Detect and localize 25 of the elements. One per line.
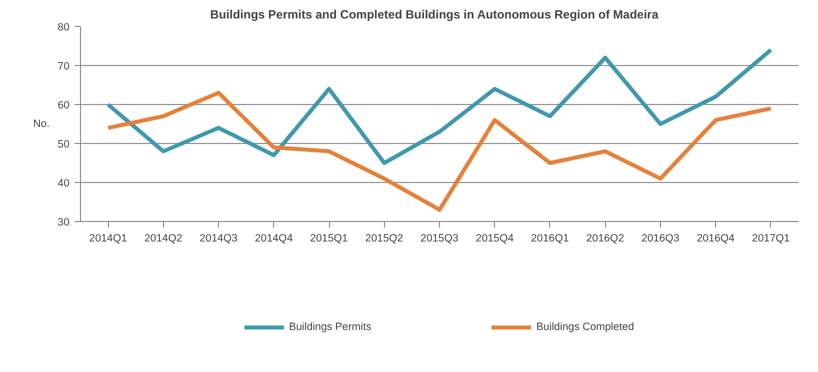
- y-tick-label: 40: [58, 178, 70, 190]
- x-tick-label: 2015Q4: [476, 232, 514, 244]
- x-tick-label: 2017Q1: [752, 232, 790, 244]
- line-series: [106, 48, 773, 165]
- y-tick-label: 60: [58, 100, 70, 112]
- y-axis-title: No.: [33, 118, 50, 130]
- x-tick-label: 2014Q1: [89, 232, 128, 244]
- x-tick-label: 2015Q1: [310, 232, 348, 244]
- x-tick-label: 2016Q4: [696, 232, 735, 244]
- y-tick-label: 30: [58, 216, 70, 228]
- x-tick-label: 2015Q3: [420, 232, 459, 244]
- x-tick-label: 2016Q1: [531, 232, 569, 244]
- y-tick-label: 50: [58, 138, 70, 150]
- x-tick-label: 2014Q4: [254, 232, 293, 244]
- x-tick-label: 2015Q2: [365, 232, 404, 244]
- x-tick-label: 2016Q3: [641, 232, 680, 244]
- y-tick-label: 80: [58, 22, 70, 34]
- legend-label: Buildings Completed: [536, 320, 634, 333]
- line-series: [106, 90, 773, 212]
- x-tick-label: 2014Q2: [144, 232, 182, 244]
- x-tick-label: 2014Q3: [200, 232, 238, 244]
- chart-title: Buildings Permits and Completed Buildings in Autonomous Region of Madeira: [210, 8, 659, 22]
- x-tick-label: 2016Q2: [586, 232, 624, 244]
- y-tick-label: 70: [58, 60, 70, 72]
- legend-label: Buildings Permits: [288, 320, 372, 333]
